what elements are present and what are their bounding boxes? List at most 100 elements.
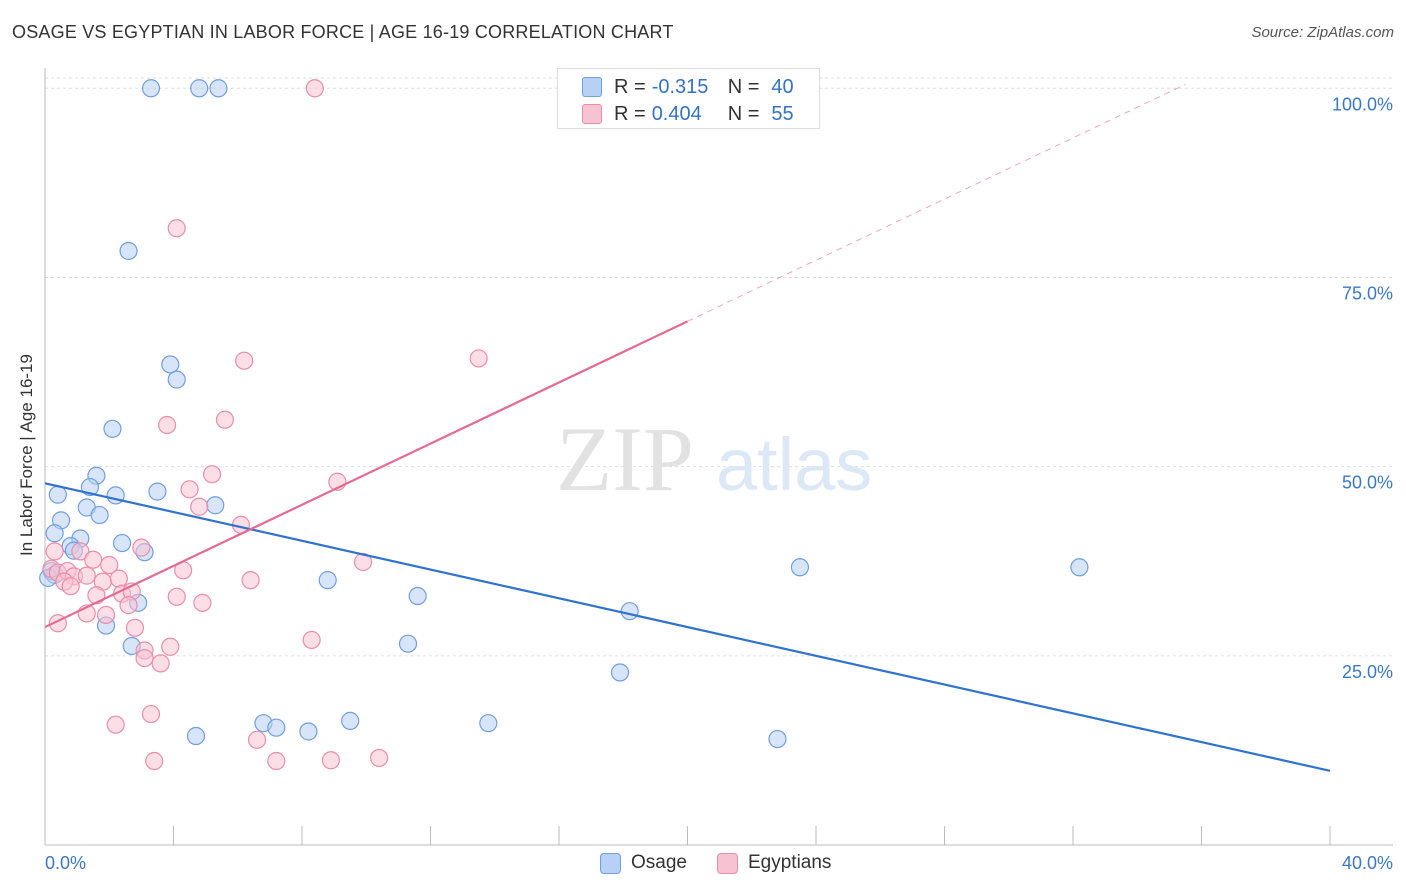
egyptians-point bbox=[71, 542, 90, 561]
osage-point bbox=[299, 722, 318, 741]
series-legend: Osage Egyptians bbox=[600, 852, 861, 874]
y-tick-label: 100.0% bbox=[1332, 94, 1393, 114]
egyptians-point bbox=[106, 715, 125, 734]
chart-title: OSAGE VS EGYPTIAN IN LABOR FORCE | AGE 1… bbox=[12, 22, 674, 42]
osage-point bbox=[161, 355, 180, 374]
n-label: N = bbox=[727, 102, 760, 125]
egyptians-point bbox=[202, 465, 222, 484]
osage-point bbox=[119, 241, 138, 261]
egyptians-point bbox=[167, 587, 186, 606]
x-tick-label: 0.0% bbox=[45, 853, 86, 873]
egyptians-point bbox=[135, 648, 154, 668]
egyptians-point bbox=[45, 542, 64, 561]
n-value: 55 bbox=[771, 102, 794, 125]
osage-point bbox=[103, 419, 122, 438]
trend-layer bbox=[44, 83, 1331, 772]
egyptians-trend-line bbox=[44, 320, 688, 629]
points-layer bbox=[39, 79, 1089, 771]
egyptians-point bbox=[109, 569, 128, 588]
egyptians-point bbox=[87, 586, 106, 605]
n-value: 40 bbox=[771, 75, 794, 98]
osage-point bbox=[148, 482, 167, 501]
egyptians-point bbox=[241, 571, 260, 590]
osage-point bbox=[206, 496, 225, 515]
egyptians-point bbox=[267, 751, 286, 771]
correlation-legend: R = -0.315 N = 40 R = 0.404 N = 55 bbox=[557, 68, 820, 129]
legend-item-egyptians[interactable]: Egyptians bbox=[716, 852, 832, 874]
osage-trend-line bbox=[44, 482, 1331, 772]
n-label: N = bbox=[727, 75, 760, 98]
r-value: 0.404 bbox=[651, 102, 702, 125]
watermark-atlas: atlas bbox=[716, 423, 872, 506]
egyptians-point bbox=[370, 748, 389, 768]
egyptians-trend-extension bbox=[687, 83, 1186, 322]
watermark: ZIP atlas bbox=[556, 408, 872, 510]
osage-point bbox=[790, 558, 810, 577]
egyptians-point bbox=[302, 630, 321, 650]
osage-point bbox=[408, 586, 427, 606]
osage-point bbox=[209, 79, 228, 98]
egyptians-point bbox=[145, 751, 164, 771]
watermark-zip: ZIP bbox=[556, 408, 694, 510]
osage-point bbox=[267, 718, 286, 737]
osage-point bbox=[620, 602, 639, 621]
osage-point bbox=[318, 571, 337, 590]
egyptians-point bbox=[247, 730, 267, 749]
y-tick-label: 75.0% bbox=[1342, 283, 1393, 303]
tick-label-layer: 25.0% 50.0% 75.0% 100.0% 0.0% 40.0% bbox=[45, 94, 1393, 873]
legend-label: Osage bbox=[631, 852, 687, 873]
osage-point bbox=[167, 370, 186, 389]
osage-point bbox=[341, 711, 360, 730]
osage-point bbox=[398, 634, 418, 653]
osage-point bbox=[610, 663, 630, 682]
axis-layer bbox=[44, 68, 1393, 846]
osage-point bbox=[190, 79, 209, 98]
egyptians-point bbox=[469, 349, 488, 368]
osage-point bbox=[1070, 558, 1089, 577]
r-label: R = bbox=[614, 102, 646, 125]
legend-item-osage[interactable]: Osage bbox=[600, 852, 687, 874]
egyptians-point bbox=[151, 654, 170, 673]
egyptians-point bbox=[190, 497, 209, 516]
r-label: R = bbox=[614, 75, 646, 98]
osage-swatch bbox=[600, 852, 621, 874]
osage-point bbox=[45, 524, 64, 543]
egyptians-point bbox=[125, 618, 145, 637]
egyptians-point bbox=[321, 751, 341, 770]
egyptians-point bbox=[84, 550, 103, 569]
osage-point bbox=[479, 714, 498, 733]
egyptians-swatch bbox=[582, 104, 602, 124]
egyptians-point bbox=[161, 637, 180, 656]
egyptians-point bbox=[215, 410, 234, 429]
egyptians-point bbox=[305, 79, 324, 98]
r-value: -0.315 bbox=[651, 75, 709, 98]
egyptians-point bbox=[132, 538, 151, 557]
x-tick-label: 40.0% bbox=[1342, 853, 1393, 873]
egyptians-point bbox=[157, 415, 177, 435]
egyptians-point bbox=[100, 555, 119, 575]
legend-row-osage: R = -0.315 N = 40 bbox=[582, 75, 794, 99]
egyptians-point bbox=[119, 596, 138, 615]
legend-label: Egyptians bbox=[747, 852, 832, 873]
osage-swatch bbox=[582, 77, 602, 97]
y-tick-label: 25.0% bbox=[1342, 662, 1393, 682]
egyptians-point bbox=[235, 351, 254, 370]
egyptians-point bbox=[193, 593, 212, 612]
osage-point bbox=[141, 79, 161, 98]
osage-point bbox=[48, 485, 67, 504]
egyptians-point bbox=[167, 219, 186, 238]
source-label: Source: ZipAtlas.com bbox=[1251, 24, 1394, 41]
egyptians-point bbox=[77, 566, 96, 585]
osage-point bbox=[90, 505, 109, 525]
egyptians-point bbox=[61, 577, 80, 596]
legend-row-egyptians: R = 0.404 N = 55 bbox=[582, 102, 794, 126]
osage-point bbox=[186, 726, 206, 746]
y-tick-label: 50.0% bbox=[1342, 473, 1393, 493]
osage-point bbox=[768, 729, 787, 749]
egyptians-point bbox=[96, 605, 116, 625]
egyptians-swatch bbox=[716, 852, 738, 874]
egyptians-point bbox=[141, 704, 161, 724]
osage-point bbox=[112, 533, 132, 553]
egyptians-point bbox=[180, 480, 199, 499]
